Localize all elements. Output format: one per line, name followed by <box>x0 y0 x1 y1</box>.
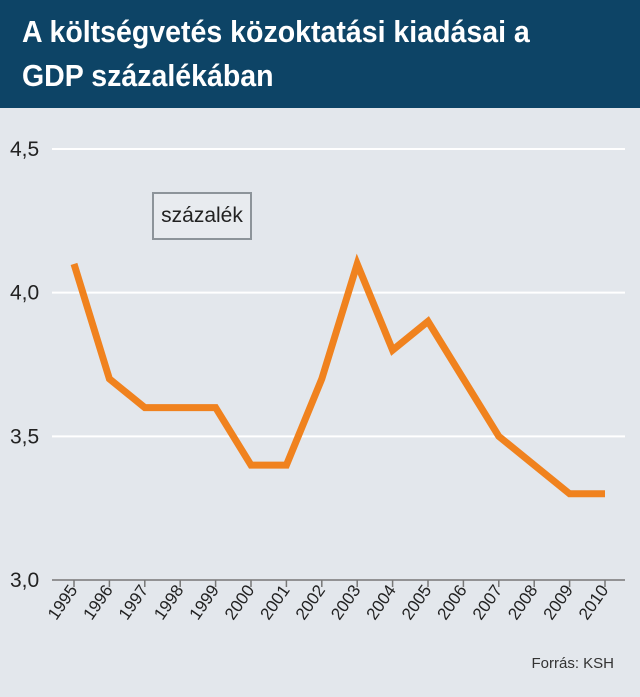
legend: százalék <box>152 192 252 240</box>
x-tick-label: 1998 <box>150 581 187 623</box>
x-tick-label: 2003 <box>327 581 364 623</box>
line-chart: 3,0 3,5 4,0 4,5 1995199619971998199920002001… <box>10 138 625 623</box>
x-tick-label: 2009 <box>540 581 577 623</box>
x-tick-label: 2004 <box>363 581 400 623</box>
x-tick-label: 1995 <box>44 581 81 623</box>
x-tick-label: 1996 <box>79 581 116 623</box>
x-tick-label: 1997 <box>115 581 152 623</box>
x-tick-label: 2000 <box>221 581 258 623</box>
y-tick-label: 3,0 <box>10 569 39 592</box>
chart-title: A költségvetés közoktatási kiadásai a GD… <box>22 14 530 93</box>
y-tick-label: 4,0 <box>10 282 39 305</box>
x-tick-label: 2006 <box>433 581 470 623</box>
y-tick-label: 4,5 <box>10 138 39 161</box>
series-line <box>70 253 605 498</box>
x-tick-label: 1999 <box>186 581 223 623</box>
x-tick-label: 2005 <box>398 581 435 623</box>
x-tick-label: 2001 <box>256 581 293 623</box>
x-tick-label: 2010 <box>575 581 612 623</box>
y-tick-label: 3,5 <box>10 425 39 448</box>
x-tick-label: 2007 <box>469 581 506 623</box>
source-note: Forrás: KSH <box>531 655 614 672</box>
x-tick-label: 2002 <box>292 581 329 623</box>
chart-header: A költségvetés közoktatási kiadásai a GD… <box>0 0 640 108</box>
x-tick-label: 2008 <box>504 581 541 623</box>
legend-label: százalék <box>161 204 243 227</box>
